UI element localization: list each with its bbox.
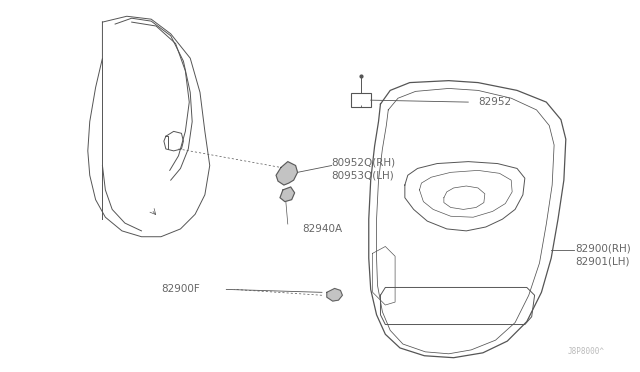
Text: 80953Q(LH): 80953Q(LH): [332, 170, 394, 180]
Text: 82900(RH): 82900(RH): [575, 243, 631, 253]
Polygon shape: [276, 161, 298, 185]
Text: 82952: 82952: [478, 97, 511, 107]
Text: 80952Q(RH): 80952Q(RH): [332, 158, 396, 168]
Text: 82940A: 82940A: [303, 224, 342, 234]
Text: J8P8000^: J8P8000^: [568, 347, 605, 356]
Polygon shape: [280, 187, 294, 202]
Text: 82901(LH): 82901(LH): [575, 256, 630, 266]
Polygon shape: [327, 288, 342, 301]
Text: 82900F: 82900F: [161, 285, 200, 294]
